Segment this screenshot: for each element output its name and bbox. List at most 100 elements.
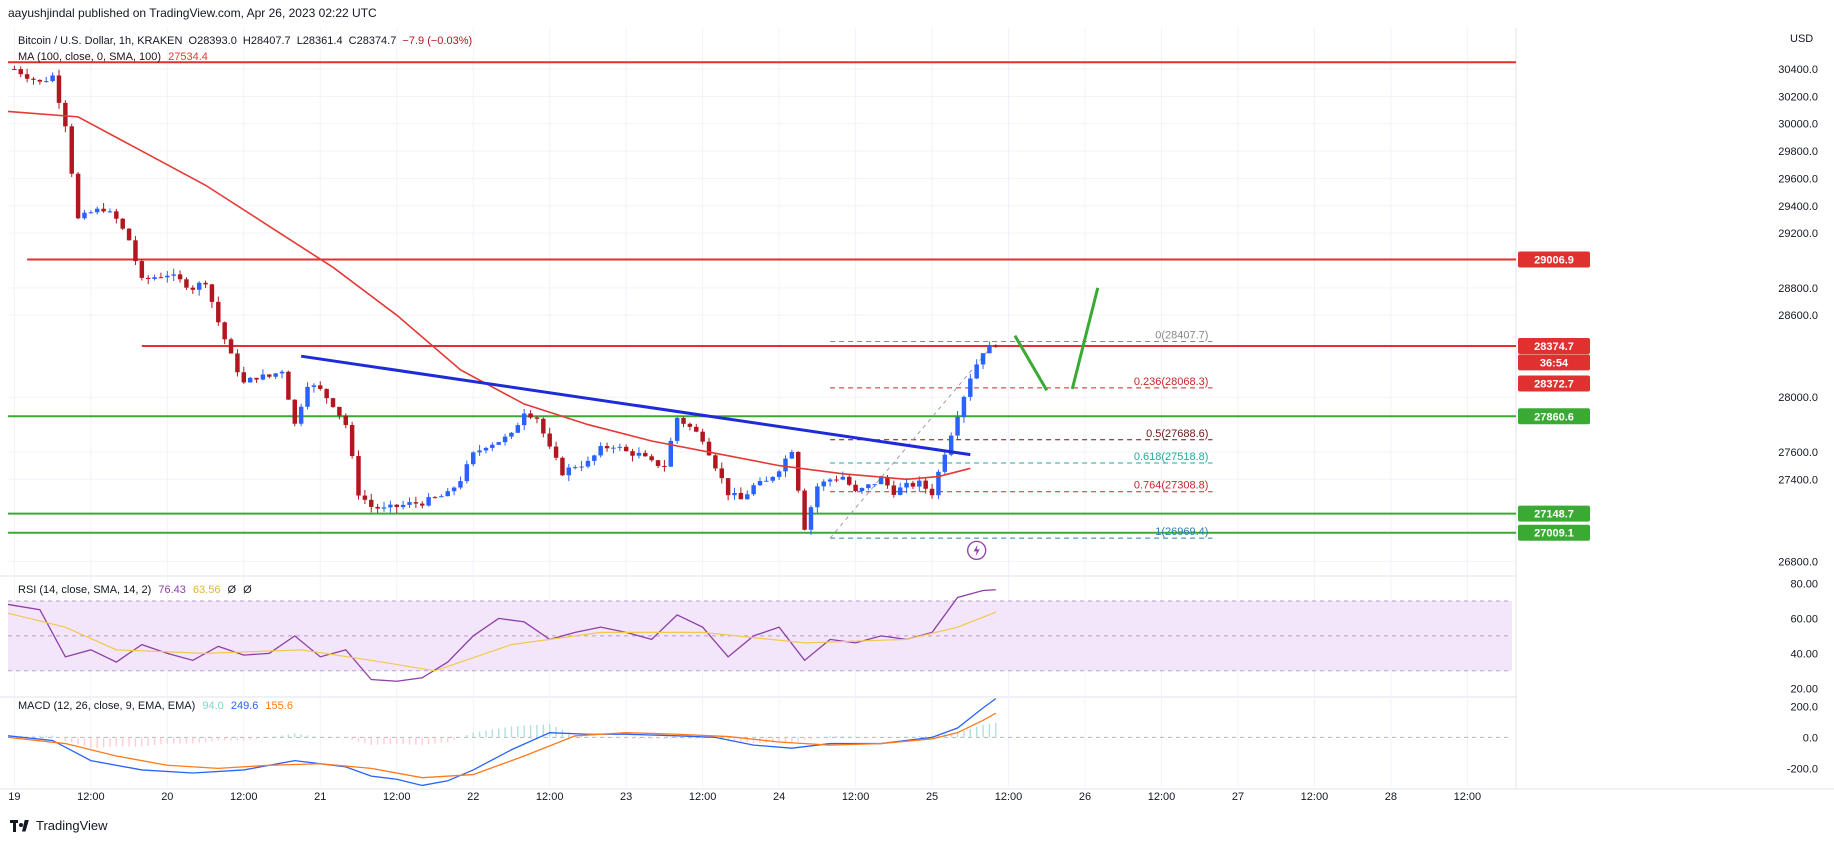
candle-body xyxy=(464,464,470,482)
candle-body xyxy=(802,490,807,530)
time-tick-label: 20 xyxy=(161,791,173,803)
time-tick-label: 12:00 xyxy=(383,791,411,803)
fibonacci-retracement[interactable]: 0(28407.7) 0.236(28068.3) 0.5(27688.6) 0.61… xyxy=(829,329,1213,539)
brand[interactable]: TradingView xyxy=(10,818,108,833)
candle-body xyxy=(859,487,865,492)
time-tick-label: 12:00 xyxy=(689,791,717,803)
symbol-name: Bitcoin / U.S. Dollar, 1h, KRAKEN xyxy=(18,35,183,47)
price-tick-label: 28600.0 xyxy=(1778,310,1818,322)
tradingview-logo-icon xyxy=(10,819,30,832)
macd-legend[interactable]: MACD (12, 26, close, 9, EMA, EMA) 94.0 2… xyxy=(18,700,297,712)
price-label-box xyxy=(1518,354,1590,371)
candle-body xyxy=(674,417,680,441)
candle-body xyxy=(292,399,298,424)
candle-body xyxy=(31,78,36,80)
candle-body xyxy=(413,502,419,504)
candle-body xyxy=(184,279,189,288)
macd-pane xyxy=(7,698,1512,787)
candle-body xyxy=(12,69,17,71)
candle-body xyxy=(808,507,814,530)
candle-body xyxy=(324,388,329,399)
candle-body xyxy=(853,484,858,492)
candle-body xyxy=(349,424,355,456)
candle-body xyxy=(796,451,801,491)
candle-body xyxy=(458,481,463,488)
price-label-text: 27009.1 xyxy=(1534,528,1574,540)
candle-body xyxy=(502,436,508,443)
price-tick-label: 28800.0 xyxy=(1778,283,1818,295)
price-tick-label: 26800.0 xyxy=(1778,556,1818,568)
trend-line[interactable] xyxy=(300,354,971,457)
rsi-ma-line xyxy=(7,611,997,672)
time-tick-label: 23 xyxy=(620,791,632,803)
candle-body xyxy=(980,353,986,365)
candle-body xyxy=(910,482,916,487)
macd-value: 249.6 xyxy=(230,700,259,712)
ma-legend[interactable]: MA (100, close, 0, SMA, 100) 27534.4 xyxy=(18,51,212,63)
candle-body xyxy=(566,467,572,476)
candle-body xyxy=(375,506,380,509)
time-tick-label: 12:00 xyxy=(995,791,1023,803)
candle-body xyxy=(534,417,540,419)
rsi-tick-label: 60.00 xyxy=(1790,613,1818,625)
price-label-box xyxy=(1518,505,1590,522)
candle-body xyxy=(222,322,227,340)
candle-body xyxy=(298,406,304,424)
candle-body xyxy=(490,444,495,448)
price-tick-label: 29200.0 xyxy=(1778,228,1818,240)
candle-body xyxy=(923,480,928,489)
candle-body xyxy=(470,452,476,465)
candle-body xyxy=(228,339,234,354)
rsi-legend[interactable]: RSI (14, close, SMA, 14, 2) 76.43 63.56 … xyxy=(18,584,256,596)
macd-tick-label: 0.0 xyxy=(1803,732,1818,744)
candle-body xyxy=(904,482,909,488)
ma-label: MA (100, close, 0, SMA, 100) xyxy=(18,51,162,63)
projection-down-leg xyxy=(1013,334,1049,392)
fib-diagonal xyxy=(829,341,997,539)
price-labels: 29006.9 28374.7 36:54 28372.7 27860.6 27148.7… xyxy=(1518,251,1590,541)
candle-body xyxy=(846,476,852,485)
candle-body xyxy=(69,126,74,174)
rsi-tick-label: 80.00 xyxy=(1790,578,1818,590)
candle-body xyxy=(139,261,145,278)
candle-body xyxy=(94,208,100,213)
candle-body xyxy=(917,480,922,487)
candle-body xyxy=(649,456,654,461)
candle-body xyxy=(247,377,253,383)
rsi-tick-label: 40.00 xyxy=(1790,648,1818,660)
time-tick-label: 12:00 xyxy=(1148,791,1176,803)
price-axis[interactable]: 30400.0 30200.0 30000.0 29800.0 29600.0 29400… xyxy=(1778,64,1818,775)
candle-body xyxy=(343,415,348,425)
candles xyxy=(12,65,999,535)
candle-body xyxy=(700,431,705,442)
candle-body xyxy=(439,496,444,498)
candle-body xyxy=(356,455,361,496)
time-axis[interactable]: 19 12:00 20 12:00 21 12:00 22 12:00 23 12:00 24 12:… xyxy=(8,791,1481,803)
price-label-text: 29006.9 xyxy=(1534,255,1574,267)
rsi-pane xyxy=(7,589,1512,682)
candle-body xyxy=(815,486,820,508)
candle-body xyxy=(50,75,55,82)
candle-body xyxy=(764,480,769,482)
symbol-legend[interactable]: Bitcoin / U.S. Dollar, 1h, KRAKEN O28393… xyxy=(18,35,475,47)
candle-body xyxy=(477,450,482,453)
candle-body xyxy=(279,371,285,374)
candle-body xyxy=(400,504,406,508)
candle-body xyxy=(369,499,374,507)
price-label-text: 27148.7 xyxy=(1534,509,1574,521)
candle-body xyxy=(388,504,393,508)
candle-body xyxy=(878,477,884,485)
time-tick-label: 12:00 xyxy=(1454,791,1482,803)
candle-body xyxy=(75,173,81,219)
candle-body xyxy=(655,460,661,466)
horizontal-levels xyxy=(8,61,1516,534)
candle-body xyxy=(617,446,623,448)
ma-line xyxy=(7,110,971,481)
price-tick-label: 28000.0 xyxy=(1778,392,1818,404)
change-value: −7.9 (−0.03%) xyxy=(402,35,473,47)
projection-arrows[interactable] xyxy=(967,287,1100,561)
price-label-text: 27860.6 xyxy=(1534,411,1574,423)
price-label-box xyxy=(1518,524,1590,541)
candle-body xyxy=(177,274,183,280)
